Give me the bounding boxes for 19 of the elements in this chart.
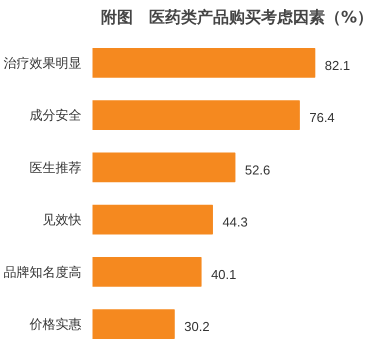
bar (92, 309, 175, 340)
y-tick-label: 治疗效果明显 (4, 55, 82, 70)
data-label: 82.1 (324, 58, 350, 73)
y-tick-label: 医生推荐 (30, 160, 82, 175)
bar (92, 48, 316, 78)
y-tick-label: 价格实惠 (28, 316, 82, 332)
data-label: 44.3 (222, 214, 248, 230)
chart-title: 附图 医药类产品购买考虑因素（%） (100, 8, 374, 26)
data-label: 30.2 (184, 319, 210, 334)
y-tick-label: 成分安全 (30, 108, 82, 123)
y-tick-label: 见效快 (42, 212, 82, 228)
bar (92, 100, 300, 130)
y-tick-label: 品牌知名度高 (4, 264, 82, 280)
data-label: 76.4 (309, 110, 335, 126)
bar (92, 257, 202, 287)
data-label: 40.1 (211, 266, 236, 282)
bar (92, 204, 213, 234)
data-label: 52.6 (244, 162, 270, 178)
bar (92, 152, 236, 182)
